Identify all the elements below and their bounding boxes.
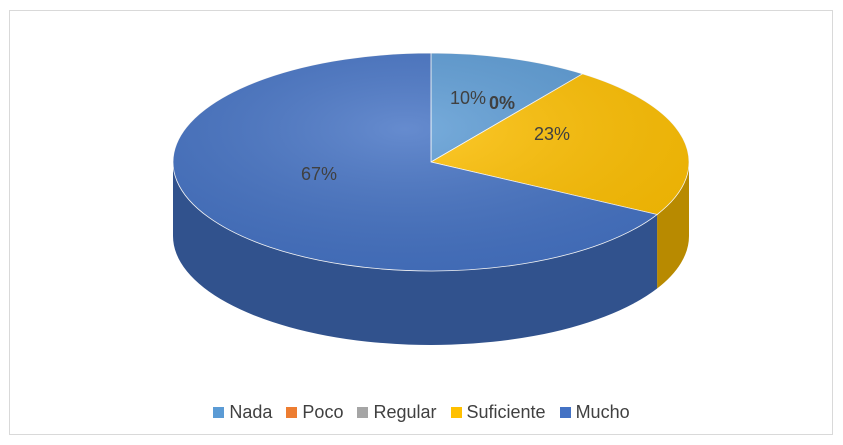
legend-swatch-mucho <box>559 406 571 418</box>
legend-swatch-poco <box>286 406 298 418</box>
data-label-poco: 0% <box>489 93 515 113</box>
legend-swatch-regular <box>357 406 369 418</box>
legend-item-nada: Nada <box>213 402 272 423</box>
legend-label-poco: Poco <box>302 401 344 422</box>
data-label-suficiente: 23% <box>534 124 570 144</box>
legend-label-regular: Regular <box>373 401 437 422</box>
pie-wall-mucho <box>173 162 658 345</box>
legend-item-regular: Regular <box>357 401 437 423</box>
legend-label-suficiente: Suficiente <box>466 401 546 422</box>
chart-legend: Nada Poco Regular Suficiente Mucho <box>0 399 843 425</box>
legend-item-poco: Poco <box>286 402 343 423</box>
legend-swatch-nada <box>213 406 225 418</box>
legend-item-suficiente: Suficiente <box>450 401 546 423</box>
legend-label-mucho: Mucho <box>575 401 630 422</box>
legend-label-nada: Nada <box>229 401 273 422</box>
data-label-mucho: 67% <box>301 164 337 184</box>
legend-swatch-suficiente <box>450 406 462 418</box>
legend-item-mucho: Mucho <box>559 401 630 423</box>
data-label-nada: 10% <box>450 88 486 108</box>
